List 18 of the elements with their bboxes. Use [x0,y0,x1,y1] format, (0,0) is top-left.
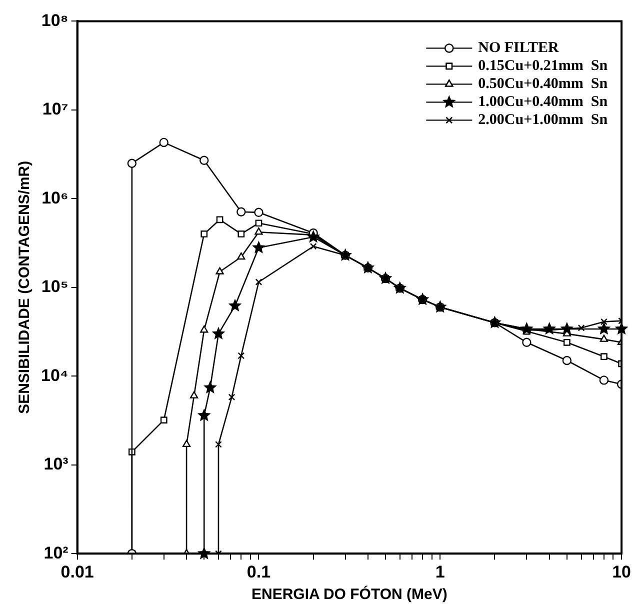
y-tick-label: 10⁸ [41,10,68,30]
legend-label: 1.00Cu+0.40mm Sn [478,94,608,110]
legend-label: 2.00Cu+1.00mm Sn [478,112,608,128]
y-tick-label: 10³ [44,454,69,474]
y-tick-label: 10² [44,543,69,562]
legend-label: 0.50Cu+0.40mm Sn [478,76,608,92]
y-tick-label: 10⁵ [41,277,68,296]
y-axis-title: SENSIBILIDADE (CONTAGENS/mR) [16,160,34,414]
x-tick-label: 0.1 [246,562,271,582]
x-tick-label: 0.01 [60,562,94,582]
y-tick-label: 10⁶ [42,188,68,208]
x-axis-title: ENERGIA DO FÓTON (MeV) [252,585,448,604]
legend-label: 0.15Cu+0.21mm Sn [478,58,608,74]
y-tick-label: 10⁴ [40,366,68,385]
legend-label: NO FILTER [478,40,560,56]
y-tick-label: 10⁷ [42,100,68,119]
x-tick-label: 10 [612,562,632,582]
x-tick-label: 1 [435,562,445,582]
